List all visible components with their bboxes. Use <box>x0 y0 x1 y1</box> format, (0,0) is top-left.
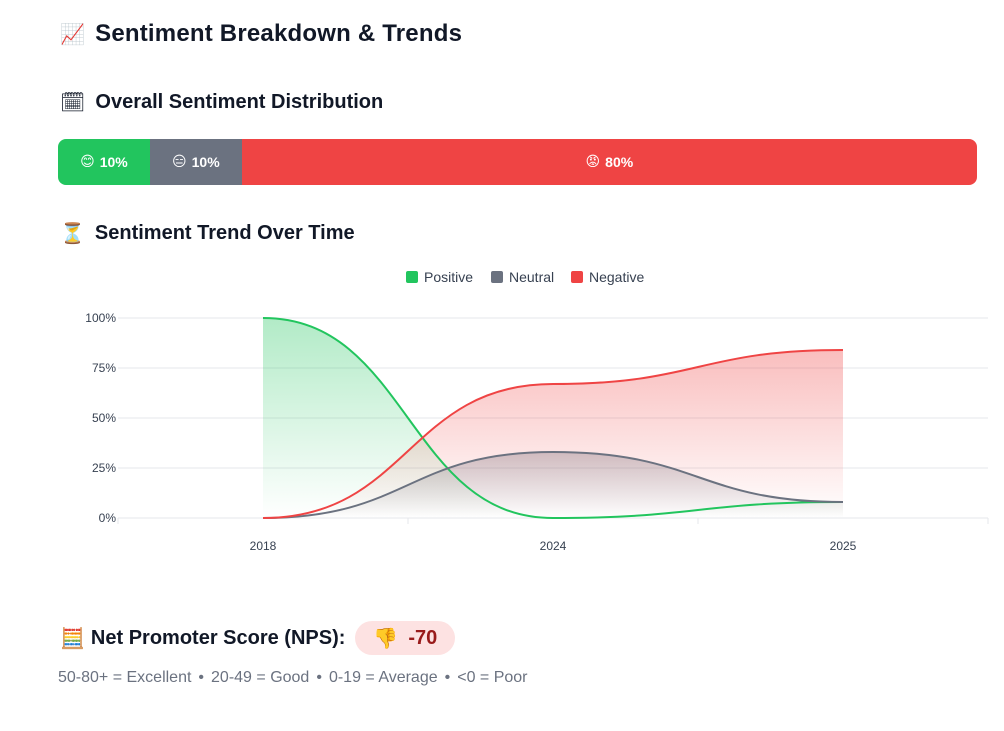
nps-badge: 👎 -70 <box>355 621 456 655</box>
expressionless-face-icon: 😑 <box>172 154 187 170</box>
chart-areas <box>263 318 843 518</box>
neutral-segment: 😑 10% <box>149 139 242 185</box>
y-tick-label: 75% <box>92 361 116 375</box>
page-title-text: Sentiment Breakdown & Trends <box>95 20 463 47</box>
y-tick-label: 50% <box>92 411 116 425</box>
y-tick-label: 25% <box>92 461 116 475</box>
trend-title-text: Sentiment Trend Over Time <box>94 221 355 244</box>
x-tick-label: 2024 <box>540 539 567 553</box>
sentiment-trend-chart: Positive Neutral Negative 0% 25% 50% 75% 100% 2… <box>85 269 989 553</box>
legend-swatch-neutral[interactable] <box>491 271 503 283</box>
smiling-face-icon: 😊 <box>80 154 95 170</box>
positive-segment: 😊 10% <box>58 139 150 185</box>
line-neutral[interactable] <box>262 450 844 519</box>
abacus-icon: 🧮 <box>60 626 85 650</box>
chart-legend: Positive Neutral Negative <box>406 269 644 285</box>
line-negative[interactable] <box>262 349 844 519</box>
nps-scale-excellent: 50-80+ = Excellent <box>58 669 192 686</box>
page-title: 📈 Sentiment Breakdown & Trends <box>60 20 462 48</box>
legend-swatch-negative[interactable] <box>571 271 583 283</box>
y-tick-label: 0% <box>99 511 117 525</box>
sentiment-distribution-bar: 😊 10% 😑 10% 😡 80% <box>58 139 977 185</box>
hourglass-icon: ⏳ <box>60 221 85 245</box>
y-tick-label: 100% <box>85 311 116 325</box>
thumbs-down-icon: 👎 <box>373 626 399 650</box>
nps-label: Net Promoter Score (NPS): <box>90 626 346 649</box>
nps-row: 🧮 Net Promoter Score (NPS): 👎 -70 <box>60 621 456 655</box>
separator-dot: • <box>444 669 451 686</box>
legend-swatch-positive[interactable] <box>406 271 418 283</box>
legend-label-negative[interactable]: Negative <box>589 269 644 285</box>
legend-label-positive[interactable]: Positive <box>424 269 473 285</box>
nps-scale-poor: <0 = Poor <box>457 669 528 686</box>
negative-segment-label: 80% <box>605 154 634 170</box>
separator-dot: • <box>198 669 205 686</box>
nps-value: -70 <box>408 626 438 649</box>
x-tick-label: 2025 <box>830 539 857 553</box>
neutral-segment-label: 10% <box>191 154 220 170</box>
legend-label-neutral[interactable]: Neutral <box>509 269 554 285</box>
negative-segment: 😡 80% <box>241 139 977 185</box>
separator-dot: • <box>316 669 322 686</box>
nps-scale-average: 0-19 = Average <box>328 669 438 686</box>
chart-increasing-icon: 📈 <box>60 22 86 46</box>
x-tick-label: 2018 <box>250 539 277 553</box>
calendar-icon: 🗓 <box>60 90 86 114</box>
distribution-section-title: 🗓 Overall Sentiment Distribution <box>60 90 383 114</box>
nps-scale-good: 20-49 = Good <box>211 669 310 686</box>
line-positive[interactable] <box>262 317 844 520</box>
trend-section-title: ⏳ Sentiment Trend Over Time <box>60 221 355 245</box>
chart-axes: 0% 25% 50% 75% 100% 2018 2024 2025 <box>85 311 989 553</box>
positive-segment-label: 10% <box>99 154 128 170</box>
distribution-title-text: Overall Sentiment Distribution <box>95 90 384 113</box>
chart-lines <box>262 317 844 520</box>
angry-face-icon: 😡 <box>585 154 601 170</box>
nps-scale-legend: 50-80+ = Excellent • 20-49 = Good • 0-19 = A… <box>58 669 528 687</box>
